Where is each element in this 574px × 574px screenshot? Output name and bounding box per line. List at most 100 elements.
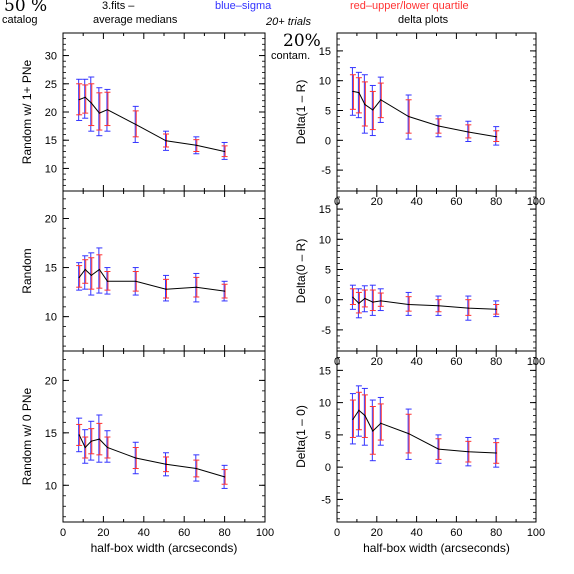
panel-6: 0 20 40 60 80 100 -5 0 5 10 15 Delta(1 – 0) half-box…: [294, 350, 545, 555]
y-axis-label: Random: [20, 248, 34, 293]
median-point: [408, 432, 410, 435]
x-tick-label: 100: [256, 527, 274, 539]
y-tick-label: 10: [45, 163, 57, 175]
median-point: [352, 296, 354, 298]
median-point: [358, 409, 360, 411]
y-tick-label: 10: [319, 76, 331, 88]
x-tick-label: 60: [450, 527, 462, 539]
median-line: [78, 434, 225, 478]
y-tick-label: 10: [319, 398, 331, 410]
median-point: [224, 476, 226, 478]
median-point: [165, 288, 167, 290]
median-point: [195, 286, 197, 288]
y-axis-label: Random w/ 1+ PNe: [20, 59, 34, 164]
plot-frame: [336, 32, 537, 192]
median-point: [364, 103, 366, 106]
panel-5: 0 20 40 60 80 100 10 15 20 Random w/ 0 PNe half-bo…: [20, 350, 274, 555]
y-tick-label: 15: [45, 428, 57, 440]
y-tick-label: 25: [45, 79, 57, 91]
median-point: [84, 96, 86, 98]
x-axis-label: half-box width (arcseconds): [363, 541, 510, 555]
y-tick-label: 20: [45, 375, 57, 387]
median-point: [437, 305, 440, 307]
median-line: [352, 409, 497, 454]
y-tick-label: -5: [321, 325, 331, 337]
median-point: [372, 430, 374, 432]
median-point: [90, 440, 92, 442]
median-point: [106, 109, 109, 111]
median-point: [98, 112, 100, 114]
delta-plots-title: delta plots: [398, 14, 449, 26]
median-point: [495, 452, 497, 454]
median-point: [165, 140, 167, 142]
x-tick-label: 80: [490, 356, 502, 368]
x-tick-label: 60: [450, 196, 462, 208]
median-point: [78, 434, 80, 436]
y-tick-label: 5: [325, 106, 331, 118]
contam-percent: 20%: [283, 31, 321, 51]
x-tick-label: 80: [218, 527, 230, 539]
y-tick-label: 20: [45, 107, 57, 119]
file-label: 3.fits –: [102, 0, 135, 12]
y-tick-label: 5: [325, 430, 331, 442]
x-tick-label: 40: [410, 356, 422, 368]
y-tick-label: 5: [325, 264, 331, 276]
median-point: [380, 99, 382, 101]
median-point: [195, 144, 197, 146]
median-point: [408, 303, 410, 306]
median-point: [408, 115, 410, 118]
x-tick-label: 20: [371, 356, 383, 368]
median-point: [467, 451, 469, 453]
y-tick-label: 0: [325, 135, 331, 147]
median-point: [78, 98, 80, 101]
median-point: [165, 463, 167, 465]
median-point: [224, 150, 226, 153]
y-tick-label: 15: [319, 46, 331, 58]
plot-frame: [62, 190, 266, 352]
x-tick-label: 40: [410, 196, 422, 208]
median-point: [352, 418, 354, 420]
median-line: [79, 96, 225, 152]
trials-label: 20+ trials: [266, 16, 311, 28]
median-point: [195, 467, 197, 470]
y-tick-label: 10: [319, 234, 331, 246]
median-point: [98, 268, 100, 271]
median-point: [135, 280, 137, 282]
median-point: [364, 414, 366, 417]
panel-3: 10 15 20 Random: [20, 190, 266, 352]
y-tick-label: 10: [45, 312, 57, 324]
x-tick-label: 0: [334, 527, 340, 539]
sigma-legend: blue–sigma: [215, 0, 272, 12]
x-axis-label: half-box width (arcseconds): [91, 541, 238, 555]
median-point: [224, 290, 226, 292]
percent-label: 50 %: [4, 0, 48, 16]
median-point: [380, 300, 382, 302]
x-tick-label: 60: [450, 356, 462, 368]
median-line: [352, 296, 497, 310]
y-tick-label: 0: [325, 295, 331, 307]
x-tick-label: 20: [371, 196, 383, 208]
y-tick-label: -5: [321, 165, 331, 177]
y-axis-label: Delta(1 – 0): [294, 405, 308, 468]
medians-label: average medians: [93, 14, 178, 26]
y-tick-label: 0: [325, 462, 331, 474]
median-point: [358, 302, 360, 304]
y-tick-label: 20: [45, 213, 57, 225]
y-axis-label: Delta(0 – R): [294, 239, 308, 304]
median-point: [84, 268, 86, 271]
median-point: [437, 125, 440, 127]
median-point: [467, 307, 469, 309]
median-point: [467, 131, 469, 133]
y-tick-label: 30: [45, 51, 57, 63]
contam-label: contam.: [271, 50, 311, 62]
y-tick-label: -5: [321, 494, 331, 506]
median-point: [495, 308, 497, 310]
x-tick-label: 40: [410, 527, 422, 539]
x-tick-label: 80: [490, 527, 502, 539]
y-tick-label: 10: [45, 480, 57, 492]
x-tick-label: 100: [527, 527, 545, 539]
median-point: [364, 297, 366, 300]
